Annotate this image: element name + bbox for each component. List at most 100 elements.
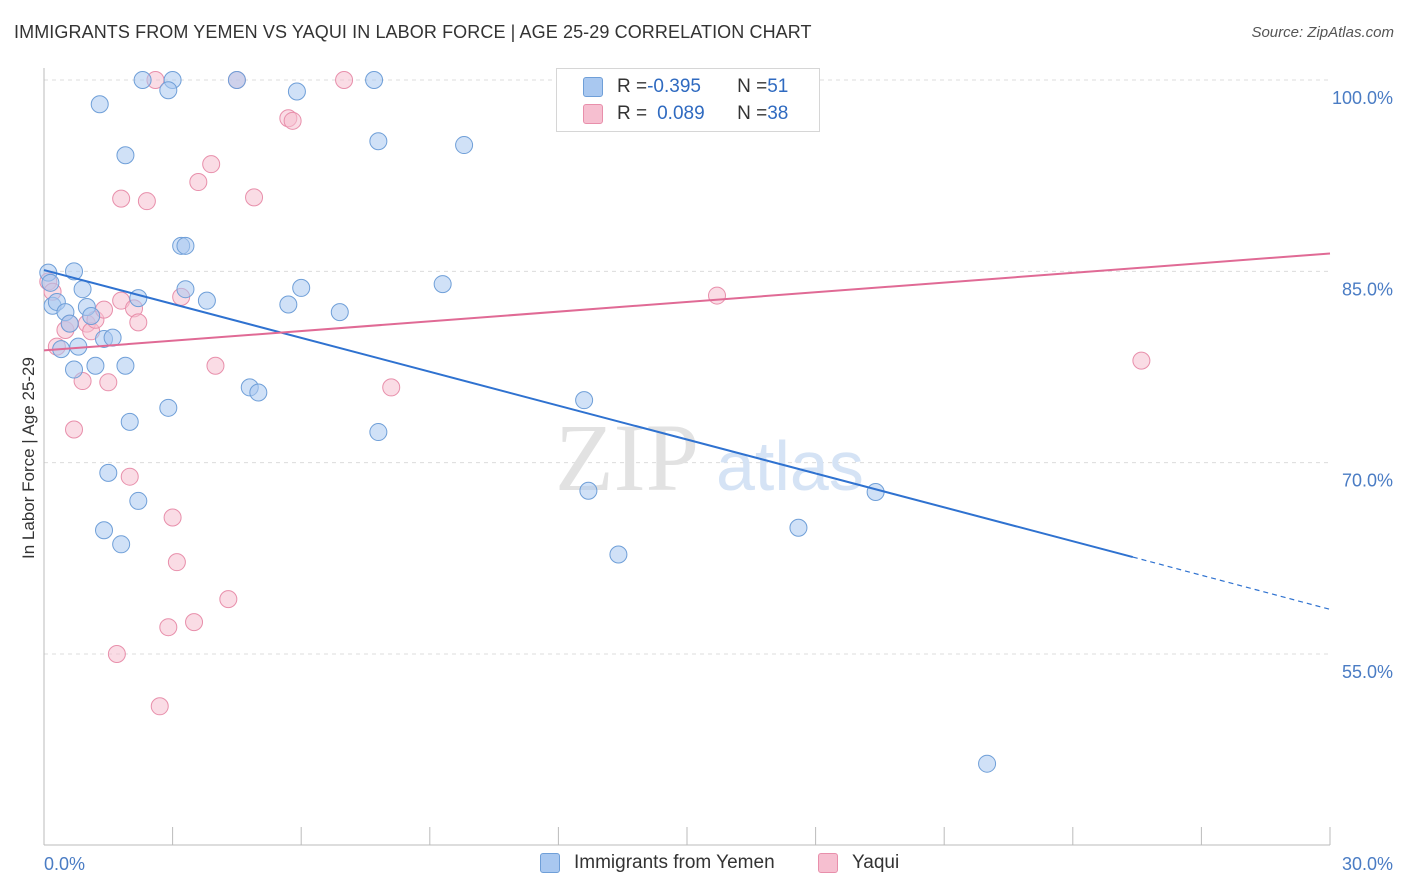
data-point xyxy=(107,645,126,663)
data-point xyxy=(112,535,131,554)
series-label-yemen: Immigrants from Yemen xyxy=(574,852,775,873)
data-point xyxy=(82,306,101,325)
data-point xyxy=(185,613,204,632)
data-point xyxy=(369,132,388,151)
chart-source: Source: ZipAtlas.com xyxy=(1251,24,1394,41)
trendline-yaqui xyxy=(43,252,1331,352)
legend-n-label: N = xyxy=(737,103,768,124)
trendline-yemen xyxy=(43,269,1134,559)
data-point xyxy=(133,71,152,89)
data-point xyxy=(103,328,122,347)
data-point xyxy=(176,280,195,299)
y-tick-label: 100.0% xyxy=(1332,88,1393,108)
data-point xyxy=(167,553,186,572)
data-point xyxy=(978,754,997,773)
data-point xyxy=(369,423,388,442)
yaqui-points xyxy=(39,71,1151,716)
data-point xyxy=(159,81,178,100)
data-point xyxy=(129,289,148,308)
x-tick-label: 0.0% xyxy=(44,854,85,874)
data-point xyxy=(73,280,92,299)
data-point xyxy=(579,481,598,500)
legend-swatch-yaqui xyxy=(583,104,603,124)
data-point xyxy=(292,278,311,297)
data-point xyxy=(116,146,135,165)
data-point xyxy=(99,463,118,482)
chart-title: IMMIGRANTS FROM YEMEN VS YAQUI IN LABOR … xyxy=(14,22,812,42)
legend-row-yaqui: R = 0.089 N = 38 xyxy=(583,101,788,127)
legend-r-value: 0.089 xyxy=(657,103,705,124)
series-swatch-yemen xyxy=(540,853,560,873)
legend-r-label: R = xyxy=(617,103,648,124)
data-point xyxy=(866,483,885,502)
legend-r-label: R = xyxy=(617,76,648,97)
data-point xyxy=(163,508,182,527)
data-point xyxy=(159,618,178,637)
data-point xyxy=(137,192,156,211)
data-point xyxy=(197,291,216,310)
y-tick-label: 70.0% xyxy=(1342,471,1393,491)
data-point xyxy=(189,173,208,192)
correlation-legend: R = -0.395 N = 51 R = 0.089 N = 38 xyxy=(556,68,820,132)
data-point xyxy=(129,491,148,510)
data-point xyxy=(455,136,474,155)
data-point xyxy=(433,275,452,294)
legend-n-value: 51 xyxy=(767,76,789,97)
data-point xyxy=(129,313,148,332)
yemen-points xyxy=(39,71,997,773)
data-point xyxy=(279,295,298,314)
data-point xyxy=(159,398,178,417)
data-point xyxy=(245,188,264,207)
data-point xyxy=(283,111,302,130)
tick-labels: 100.0% 85.0% 70.0% 55.0% 0.0% 30.0% xyxy=(44,88,1393,874)
data-point xyxy=(708,286,727,305)
x-tick-label: 30.0% xyxy=(1342,854,1393,874)
data-point xyxy=(609,545,628,564)
data-point xyxy=(1132,351,1151,370)
data-point xyxy=(382,378,401,397)
data-point xyxy=(116,356,135,375)
legend-r-value: -0.395 xyxy=(647,76,701,97)
data-point xyxy=(335,71,354,89)
series-legend-yemen[interactable]: Immigrants from Yemen xyxy=(540,852,775,874)
data-point xyxy=(60,314,79,333)
data-point xyxy=(789,518,808,537)
series-legend-yaqui[interactable]: Yaqui xyxy=(818,852,899,874)
watermark: ZIP atlas xyxy=(555,404,864,511)
data-point xyxy=(176,236,195,255)
series-label-yaqui: Yaqui xyxy=(852,852,900,873)
data-point xyxy=(65,262,84,281)
axes xyxy=(43,68,1331,846)
data-point xyxy=(65,420,84,439)
data-point xyxy=(86,356,105,375)
trendline-yemen-extension xyxy=(1132,556,1331,610)
trendlines xyxy=(43,252,1331,610)
data-point xyxy=(95,521,114,540)
legend-n-label: N = xyxy=(737,76,768,97)
data-point xyxy=(202,155,221,174)
series-swatch-yaqui xyxy=(818,853,838,873)
series-legend: Immigrants from Yemen Yaqui xyxy=(0,852,1406,878)
data-point xyxy=(365,71,384,89)
data-point xyxy=(287,82,306,101)
y-tick-label: 85.0% xyxy=(1342,279,1393,299)
data-point xyxy=(150,697,169,716)
y-tick-label: 55.0% xyxy=(1342,662,1393,682)
data-point xyxy=(206,356,225,375)
watermark-zip: ZIP xyxy=(555,404,699,511)
legend-swatch-yemen xyxy=(583,77,603,97)
legend-n-value: 38 xyxy=(767,103,789,124)
data-point xyxy=(41,273,60,292)
data-point xyxy=(112,189,131,208)
data-point xyxy=(219,590,238,609)
data-point xyxy=(575,391,594,410)
legend-row-yemen: R = -0.395 N = 51 xyxy=(583,74,788,100)
data-point xyxy=(227,71,246,89)
data-point xyxy=(120,467,139,486)
data-point xyxy=(249,383,268,402)
data-point xyxy=(330,303,349,322)
y-axis-label: In Labor Force | Age 25-29 xyxy=(19,357,38,559)
data-point xyxy=(90,95,109,114)
data-point xyxy=(120,412,139,431)
data-point xyxy=(99,373,118,392)
